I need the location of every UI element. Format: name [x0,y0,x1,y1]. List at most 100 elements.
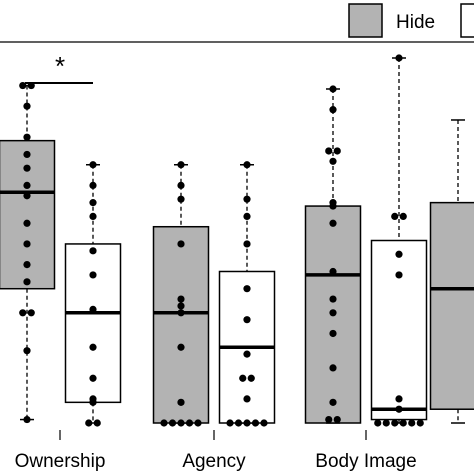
x-tick-label-body-image: Body Image [315,451,416,472]
data-point [251,419,260,427]
data-point [329,85,337,93]
data-point [89,398,97,406]
data-point [185,419,194,427]
x-tick-label-agency: Agency [182,451,246,472]
data-point [177,161,185,169]
data-point [19,81,27,90]
data-point [23,261,31,269]
data-point [23,415,31,424]
data-point [89,271,97,279]
data-point [23,219,31,227]
data-point [243,212,251,220]
data-point [247,374,255,382]
data-point [260,419,268,427]
data-point [23,133,31,141]
data-point [177,181,185,190]
data-point [89,181,97,190]
data-point [243,161,251,169]
data-point [408,419,416,427]
boxes-layer [0,54,474,427]
box-hide-body-image [304,85,362,424]
data-point [177,295,185,303]
legend-swatch-other [460,3,474,38]
box-hide-agency [152,161,210,427]
box-iqr [429,201,474,410]
data-point [85,419,93,427]
data-point [160,419,168,427]
data-point [177,343,185,351]
data-point [23,150,31,159]
data-point [89,212,97,220]
data-point [243,285,251,293]
box-other-agency [218,161,276,427]
data-point [416,419,424,427]
data-point [243,350,251,358]
data-point [391,419,399,427]
data-point [243,316,251,324]
data-point [89,305,97,313]
data-point [395,405,403,413]
data-point [329,157,337,165]
box-iqr [152,225,210,424]
data-point [243,395,251,403]
data-point [395,250,403,258]
data-point [177,240,185,248]
data-point [89,199,97,207]
data-point [399,212,407,220]
data-point [329,309,337,317]
data-point [329,106,337,114]
data-point [382,419,390,427]
data-point [395,54,403,62]
data-point [177,398,185,406]
data-point [329,219,337,227]
box-other-ownership [64,161,122,427]
data-point [329,202,337,210]
data-point [23,164,31,172]
data-point [177,302,185,310]
data-point [89,374,97,382]
data-point [89,343,97,351]
legend-label-hide: Hide [396,12,435,33]
box-hide-so [429,119,474,424]
data-point [329,398,337,406]
data-point [329,295,337,303]
data-point [333,147,341,155]
data-point [23,278,31,286]
data-point [89,247,97,255]
data-point [243,419,251,427]
x-tick-label-ownership: Ownership [15,451,106,472]
data-point [23,192,31,200]
data-point [395,395,403,403]
data-point [329,329,337,338]
data-point [168,419,177,427]
data-point [234,419,243,427]
data-point [177,195,185,203]
data-point [27,309,35,317]
data-point [243,240,251,248]
data-point [395,271,403,279]
legend-swatch-hide [348,3,383,38]
box-iqr [370,239,428,421]
data-point [226,419,234,427]
data-point [23,181,31,190]
significance-star: * [55,51,65,81]
box-other-body-image [370,54,428,427]
data-point [194,419,202,427]
box-hide-ownership [0,81,56,424]
data-point [19,309,27,317]
data-point [325,415,333,424]
data-point [329,267,337,276]
data-point [399,419,407,427]
data-point [23,102,31,110]
data-point [177,419,185,427]
data-point [325,147,333,155]
data-point [391,212,399,220]
data-point [177,309,185,317]
data-point [329,364,337,372]
data-point [23,347,31,355]
data-point [374,419,382,427]
data-point [23,240,31,248]
data-point [333,415,341,424]
